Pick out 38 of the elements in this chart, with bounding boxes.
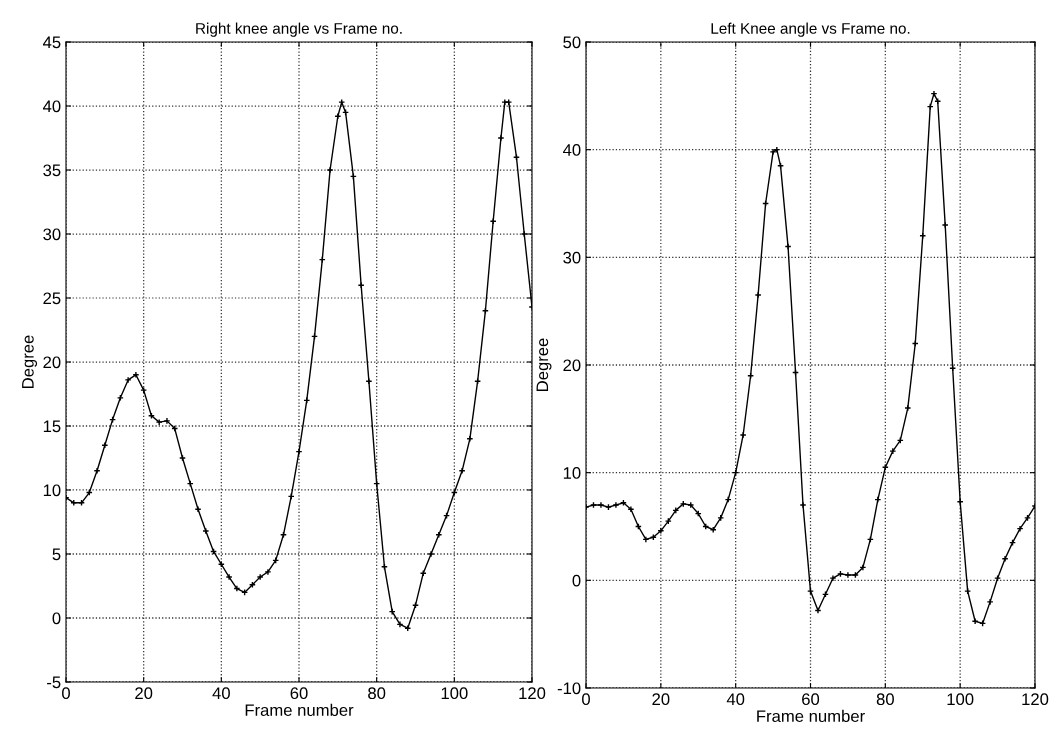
x-tick-label: 20 [652,693,670,706]
y-tick-label: 15 [43,420,61,433]
y-tick-label: 0 [52,612,61,625]
x-tick-label: 0 [62,687,70,700]
y-tick-label: 10 [563,467,581,479]
y-tick-label: 25 [43,292,61,305]
y-axis-title: Degree [22,335,38,388]
chart-title: Right knee angle vs Frame no. [196,22,402,37]
x-tick-label: 120 [1022,693,1049,706]
x-tick-label: 60 [290,687,308,700]
y-tick-label: 40 [562,144,581,156]
y-tick-label: 20 [43,356,61,369]
y-axis-title: Degree [536,338,552,391]
x-axis-title: Frame number [757,709,865,723]
x-tick-label: 80 [876,693,894,706]
x-tick-label: 40 [726,693,745,706]
chart-title: Left Knee angle vs Frame no. [711,22,910,37]
y-tick-label: 10 [43,484,61,497]
x-tick-label: 120 [519,687,546,700]
y-tick-label: 0 [572,574,581,587]
y-tick-label: 40 [42,100,61,113]
x-tick-label: 60 [802,693,820,706]
y-tick-label: -5 [47,676,61,689]
y-tick-label: 5 [52,548,61,561]
y-tick-label: 30 [563,251,581,264]
y-tick-label: 30 [43,228,61,241]
x-axis-title: Frame number [245,703,354,717]
x-tick-label: 100 [947,693,974,706]
y-tick-label: -10 [557,682,581,695]
y-tick-label: 45 [42,36,61,49]
x-tick-label: 40 [212,687,230,700]
y-tick-label: 35 [43,164,61,177]
x-tick-label: 20 [135,687,153,700]
x-tick-label: 0 [582,693,590,706]
x-tick-label: 100 [441,687,468,700]
y-tick-label: 50 [563,36,581,49]
x-tick-label: 80 [368,687,386,700]
y-tick-label: 20 [563,359,581,372]
